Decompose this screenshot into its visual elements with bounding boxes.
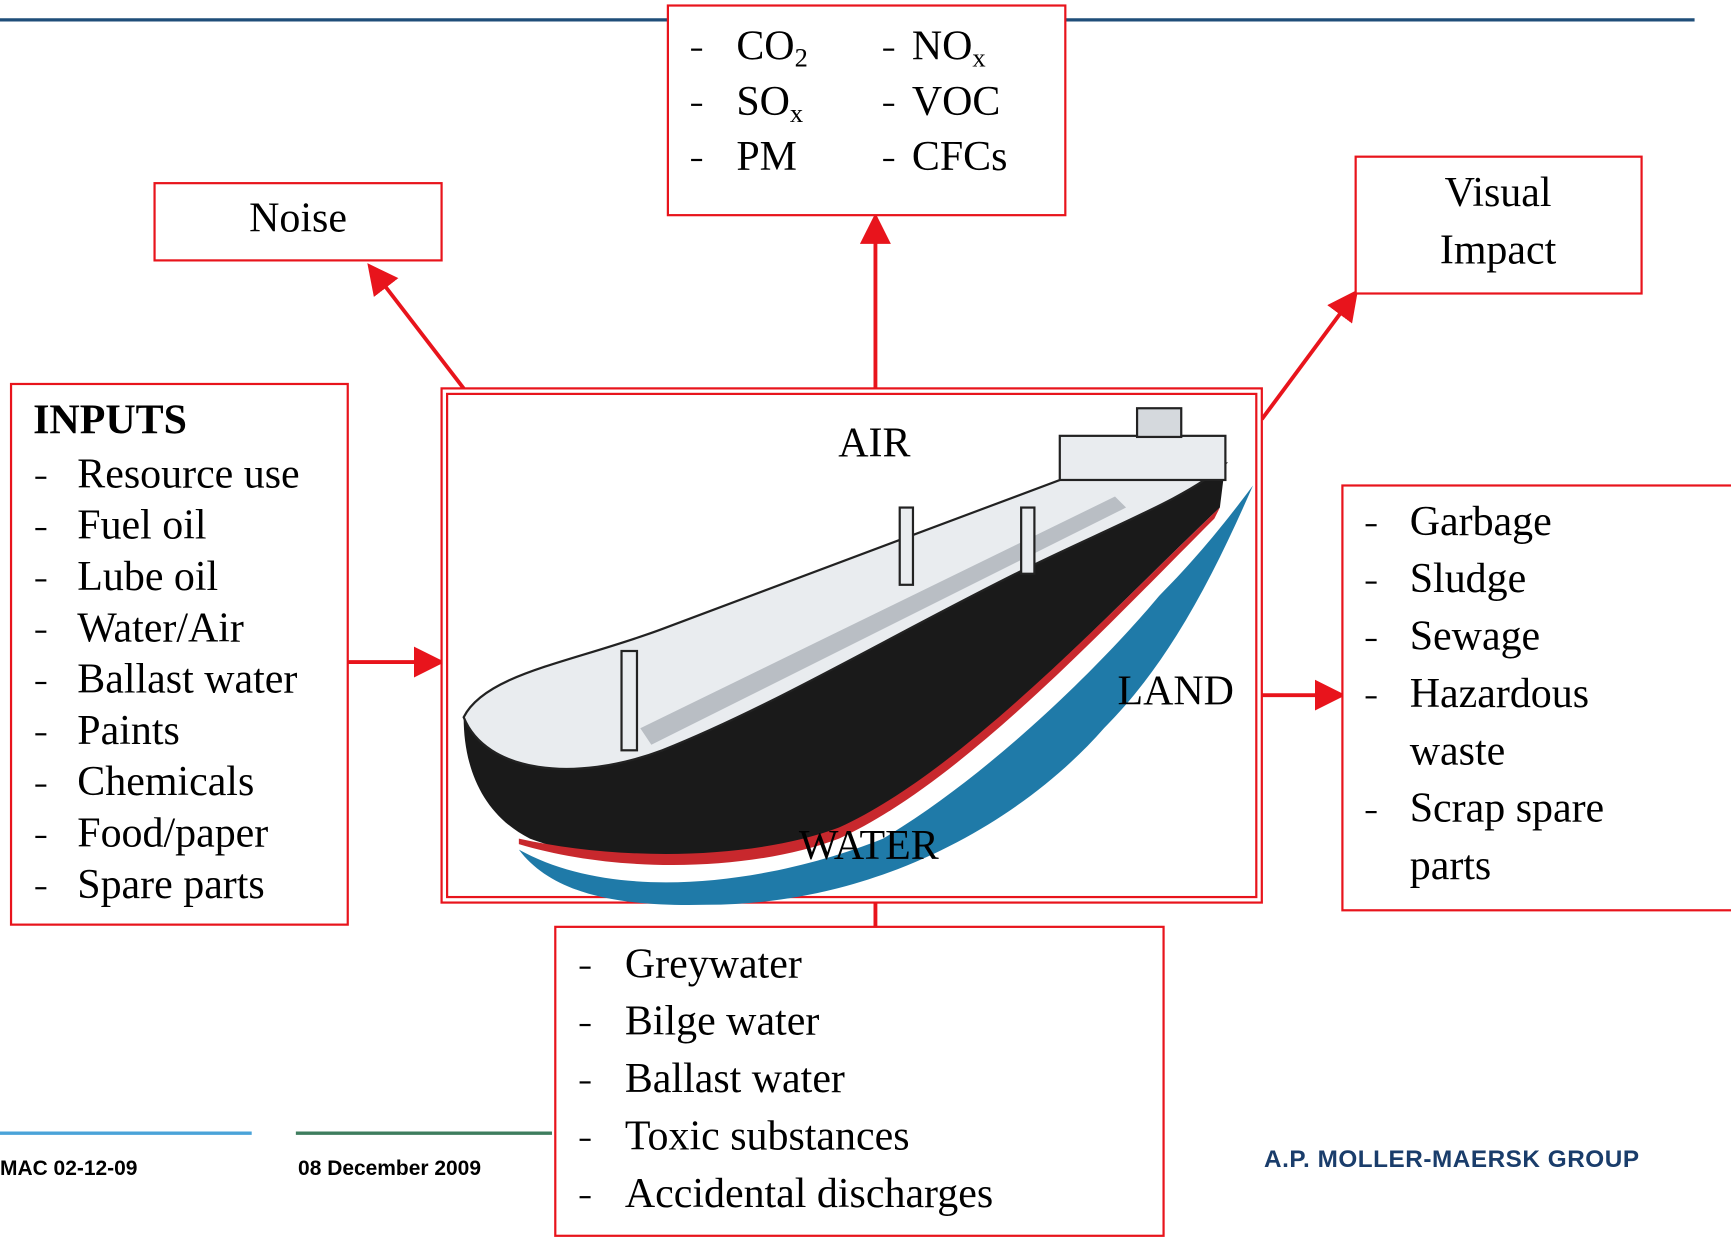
emission-text: CFCs	[912, 134, 1008, 180]
input-item: Water/Air	[77, 605, 244, 651]
emission-item: CFCs	[912, 134, 1008, 180]
emission-item: CO2	[736, 23, 808, 72]
ship-illustration	[462, 407, 1253, 906]
input-item: Spare parts	[77, 862, 264, 908]
noise-label: Noise	[249, 195, 347, 241]
input-item: Paints	[77, 708, 180, 754]
land-output-item: Hazardous	[1410, 671, 1589, 717]
water-output-item: Accidental discharges	[625, 1171, 993, 1217]
water-output-item: Ballast water	[625, 1056, 845, 1102]
noise-box: Noise	[153, 182, 443, 262]
input-item: Chemicals	[77, 759, 254, 805]
land-output-item: Garbage	[1410, 499, 1552, 545]
emission-item: VOC	[912, 78, 1001, 124]
land-output-item: Scrap spare	[1410, 786, 1604, 832]
emission-text: SO	[736, 78, 790, 124]
inputs-box: INPUTS Resource use Fuel oil Lube oil Water/…	[9, 382, 349, 926]
visual-impact-label: Visual	[1445, 170, 1552, 216]
input-item: Lube oil	[77, 554, 218, 600]
input-item: Ballast water	[77, 657, 297, 703]
land-outputs-box: Garbage Sludge Sewage Hazardous waste Scrap s…	[1341, 484, 1731, 912]
arrows	[347, 212, 1359, 927]
inputs-title: INPUTS	[33, 397, 187, 443]
land-output-item: Sludge	[1410, 556, 1526, 602]
input-item: Resource use	[77, 451, 299, 497]
land-label: LAND	[1117, 669, 1233, 715]
footer-date: 08 December 2009	[298, 1157, 481, 1180]
water-label: WATER	[799, 823, 939, 869]
land-output-item: waste	[1410, 728, 1505, 774]
water-output-item: Greywater	[625, 941, 802, 987]
land-output-item: Sewage	[1410, 614, 1540, 660]
emission-text: VOC	[912, 78, 1001, 124]
visual-impact-box: Visual Impact	[1354, 155, 1643, 295]
emission-subscript: x	[972, 43, 985, 73]
emission-item: PM	[736, 134, 797, 180]
input-item: Fuel oil	[77, 503, 206, 549]
water-output-item: Bilge water	[625, 999, 819, 1045]
emission-subscript: x	[790, 98, 803, 128]
land-output-item: parts	[1410, 843, 1492, 889]
emission-subscript: 2	[795, 43, 808, 73]
emission-text: PM	[736, 134, 797, 180]
air-label: AIR	[838, 421, 910, 467]
visual-impact-label: Impact	[1440, 227, 1557, 273]
center-box: AIR LAND WATER	[440, 387, 1263, 906]
company-logo: A.P. MOLLER-MAERSK GROUP	[1264, 1146, 1640, 1173]
footer-code: MAC 02-12-09	[0, 1157, 137, 1180]
water-outputs-box: Greywater Bilge water Ballast water Toxic s…	[554, 925, 1165, 1237]
emission-item: SOx	[736, 78, 803, 127]
water-output-item: Toxic substances	[625, 1113, 910, 1159]
input-item: Food/paper	[77, 811, 268, 857]
emission-text: NO	[912, 23, 973, 69]
emission-text: CO	[736, 23, 794, 69]
emission-item: NOx	[912, 23, 986, 72]
